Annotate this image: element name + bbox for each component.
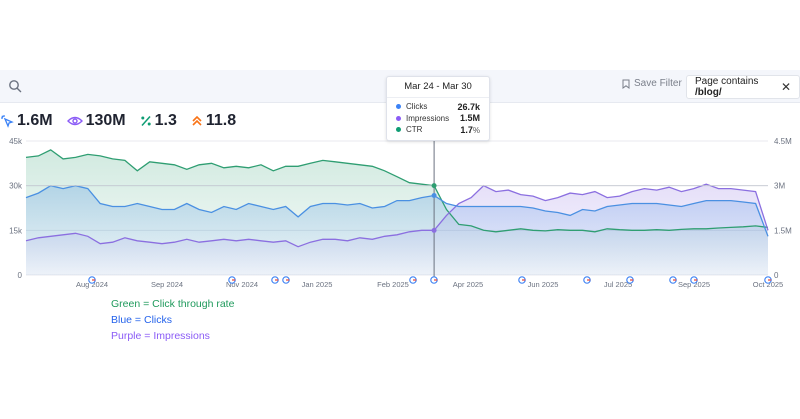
percent-icon xyxy=(140,116,151,126)
metric-clicks-value: 1.6M xyxy=(17,112,53,129)
google-update-marker-icon[interactable] xyxy=(282,276,290,284)
tooltip-row-value: 1.5M xyxy=(459,113,480,124)
hover-point-clicks xyxy=(431,192,437,198)
y-axis-left-tick: 30k xyxy=(9,182,23,191)
ctr-dot-icon xyxy=(396,127,401,133)
metric-impressions[interactable]: 130M xyxy=(66,112,126,130)
y-axis-right-tick: 1.5M xyxy=(774,226,792,235)
tooltip-row-clicks: Clicks 26.7k xyxy=(387,101,489,113)
x-axis-tick: Jul 2025 xyxy=(604,280,632,289)
ctr-line xyxy=(25,149,769,233)
google-update-marker-icon[interactable] xyxy=(430,276,438,284)
tooltip-row-name: Impressions xyxy=(406,113,450,123)
filter-chip-prefix: Page contains xyxy=(695,76,759,87)
x-axis-tick: Sep 2024 xyxy=(151,280,183,289)
y-axis-right-tick: 0 xyxy=(774,271,779,280)
y-axis-left-tick: 45k xyxy=(9,137,23,146)
filter-chip-label: Page contains /blog/ xyxy=(695,76,775,98)
x-axis-tick: Aug 2024 xyxy=(76,280,108,289)
save-filter-label: Save Filter xyxy=(634,78,682,89)
save-filter-button[interactable]: Save Filter xyxy=(622,78,682,89)
tooltip-title: Mar 24 - Mar 30 xyxy=(387,77,489,98)
hover-point-ctr xyxy=(431,183,437,189)
google-update-marker-icon[interactable] xyxy=(271,276,279,284)
search-icon[interactable] xyxy=(8,79,22,93)
x-axis-tick: Oct 2025 xyxy=(753,280,783,289)
metric-position[interactable]: 11.8 xyxy=(191,112,236,130)
impressions-line xyxy=(25,183,769,248)
hover-tooltip: Mar 24 - Mar 30 Clicks 26.7k Impressions… xyxy=(386,76,490,141)
tooltip-row-ctr: CTR 1.7% xyxy=(387,124,489,136)
bookmark-icon xyxy=(622,79,630,89)
google-update-marker-icon[interactable] xyxy=(228,276,236,284)
tooltip-row-value: 26.7k xyxy=(457,101,480,112)
x-axis-tick: Sep 2025 xyxy=(678,280,710,289)
eye-icon xyxy=(66,116,83,126)
x-axis-tick: Apr 2025 xyxy=(453,280,483,289)
metric-clicks[interactable]: 1.6M xyxy=(0,112,53,130)
google-update-marker-icon[interactable] xyxy=(518,276,526,284)
performance-chart[interactable]: 45k 4.5M 30k 3M 15k 1.5M 0 0 Aug 2024 Sep 2024 Nov… xyxy=(0,130,800,290)
tooltip-row-name: CTR xyxy=(406,125,423,135)
legend-note-green: Green = Click through rate xyxy=(111,298,235,310)
google-update-marker-icon[interactable] xyxy=(669,276,677,284)
tooltip-ctr-unit: % xyxy=(472,125,480,135)
metric-ctr[interactable]: 1.3 xyxy=(140,112,177,130)
x-axis-tick: Jan 2025 xyxy=(302,280,333,289)
hover-point-impressions xyxy=(431,227,437,233)
impressions-dot-icon xyxy=(396,115,401,121)
close-icon[interactable]: ✕ xyxy=(780,80,791,94)
y-axis-right-tick: 4.5M xyxy=(774,137,792,146)
cursor-click-icon xyxy=(1,115,14,128)
legend-note-purple: Purple = Impressions xyxy=(111,330,210,342)
google-update-marker-icon[interactable] xyxy=(690,276,698,284)
filter-chip-value: /blog/ xyxy=(695,87,722,98)
tooltip-row-name: Clicks xyxy=(406,102,428,112)
rank-chevron-icon xyxy=(192,115,202,126)
google-update-marker-icon[interactable] xyxy=(764,276,772,284)
tooltip-row-value: 1.7% xyxy=(460,125,480,135)
x-axis-tick: Nov 2024 xyxy=(226,280,258,289)
filter-chip[interactable]: Page contains /blog/ ✕ xyxy=(686,75,800,99)
tooltip-row-impressions: Impressions 1.5M xyxy=(387,113,489,125)
clicks-area xyxy=(26,185,768,275)
y-axis-left-tick: 0 xyxy=(18,271,23,280)
metric-position-value: 11.8 xyxy=(205,112,237,129)
y-axis-left-tick: 15k xyxy=(9,226,23,235)
google-update-marker-icon[interactable] xyxy=(583,276,591,284)
tooltip-ctr-number: 1.7 xyxy=(460,124,473,135)
metric-impressions-value: 130M xyxy=(85,112,126,129)
google-update-marker-icon[interactable] xyxy=(88,276,96,284)
x-axis-tick: Feb 2025 xyxy=(377,280,409,289)
metrics-row: 1.6M 130M 1.3 11.8 xyxy=(0,112,236,130)
y-axis-right-tick: 3M xyxy=(774,182,785,191)
google-update-marker-icon[interactable] xyxy=(409,276,417,284)
legend-note-blue: Blue = Clicks xyxy=(111,314,172,326)
google-update-marker-icon[interactable] xyxy=(626,276,634,284)
x-axis-tick: Jun 2025 xyxy=(528,280,559,289)
clicks-dot-icon xyxy=(396,104,401,110)
metric-ctr-value: 1.3 xyxy=(154,112,177,129)
clicks-line xyxy=(25,185,769,237)
